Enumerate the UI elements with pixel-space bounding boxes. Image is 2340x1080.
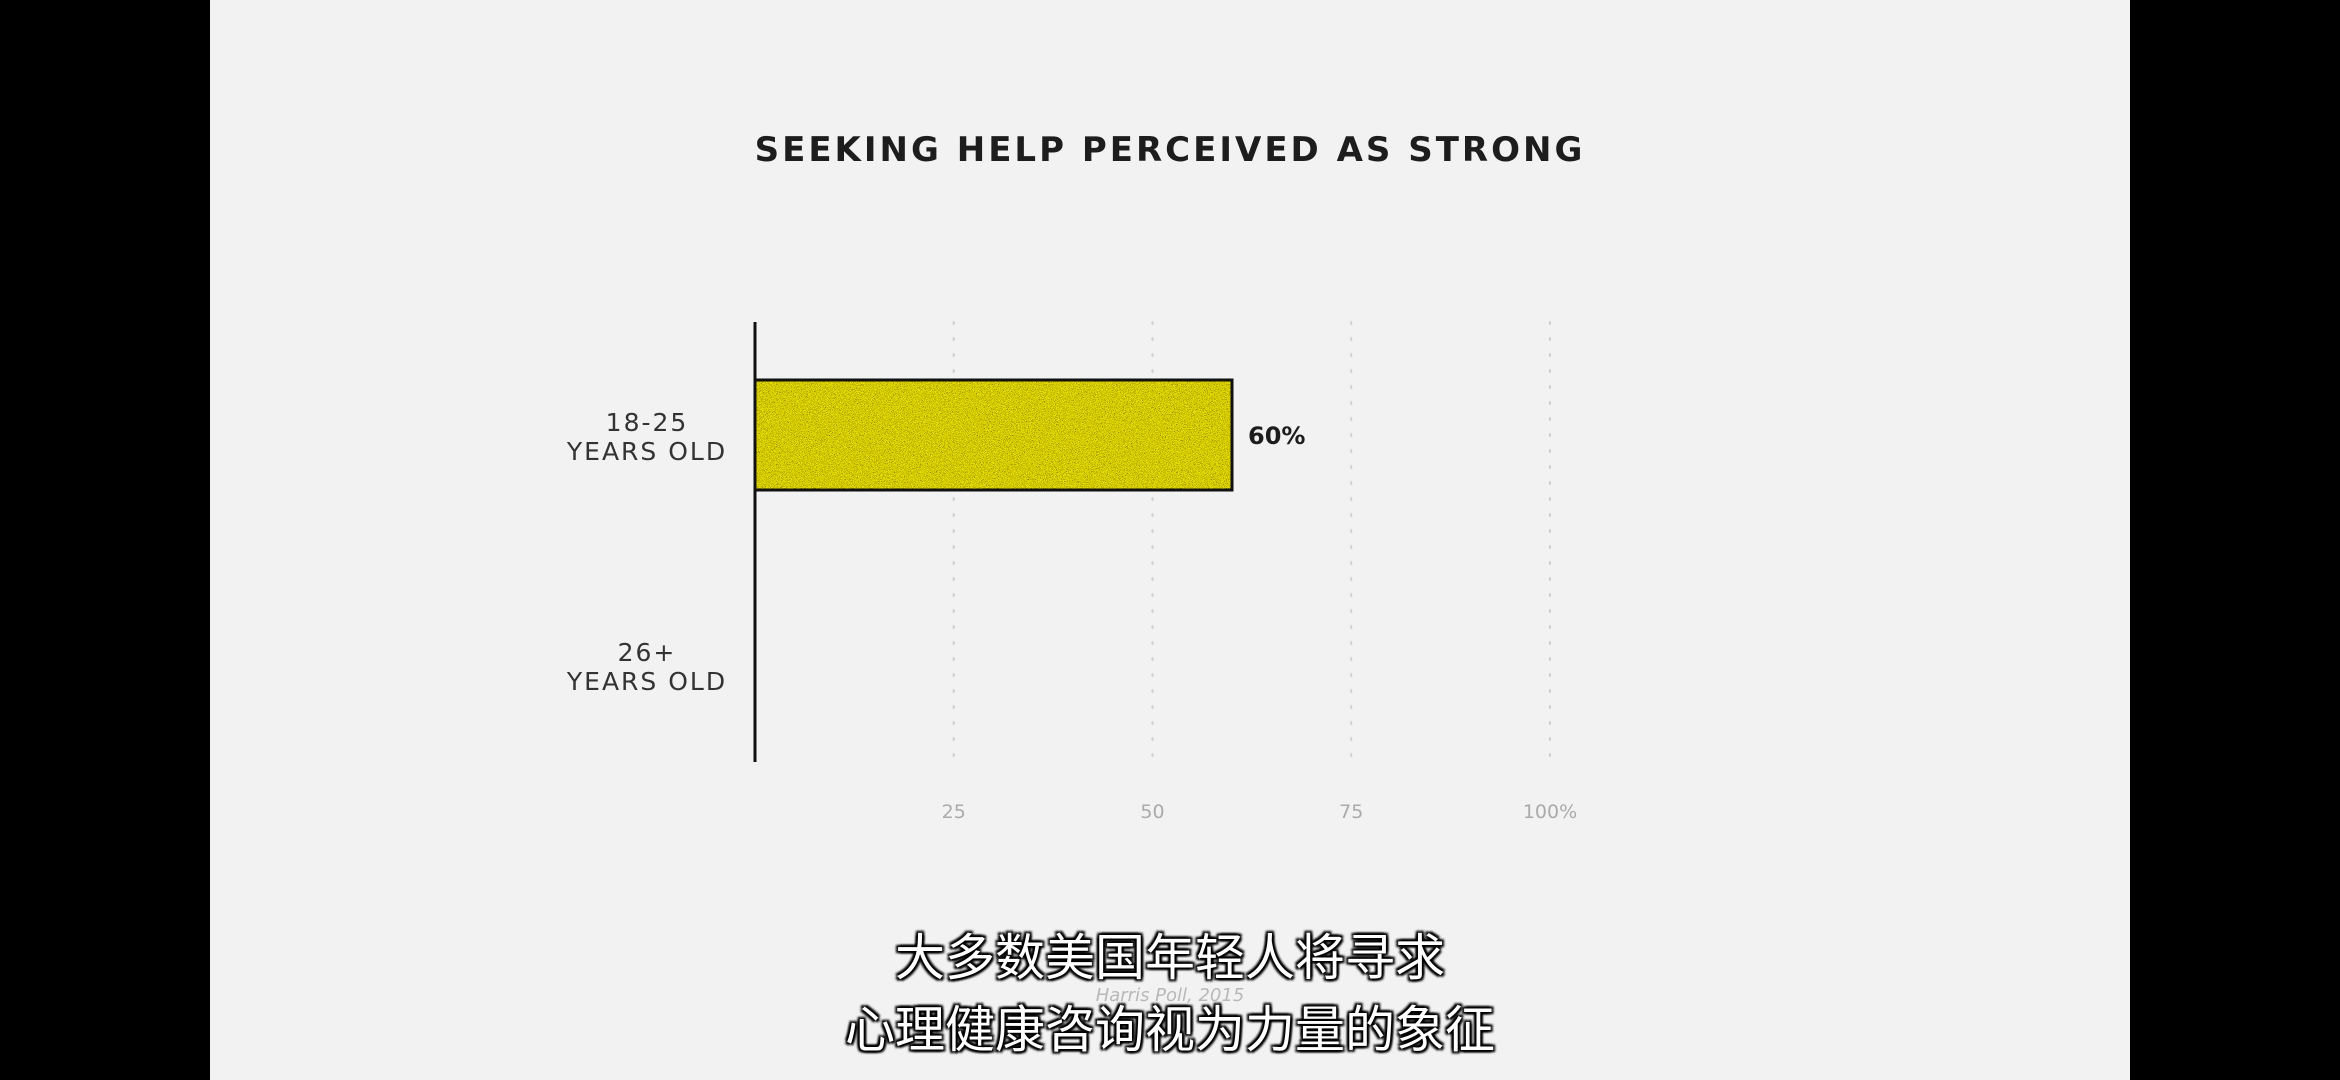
data-label: 60% <box>1248 422 1305 450</box>
video-frame: SEEKING HELP PERCEIVED AS STRONG 25 50 75 1… <box>210 0 2130 1080</box>
subtitle-line-1: 大多数美国年轻人将寻求 <box>895 929 1445 987</box>
x-tick-label: 25 <box>942 801 966 823</box>
category-label: 18-25 YEARS OLD <box>566 408 727 466</box>
bar <box>755 380 1232 490</box>
x-tick-label: 100% <box>1523 801 1577 823</box>
source-note: Harris Poll, 2015 <box>1095 985 1245 1006</box>
category-label: 26+ YEARS OLD <box>566 638 727 696</box>
subtitle-block: 大多数美国年轻人将寻求 心理健康咨询视为力量的象征 <box>210 922 2130 1066</box>
x-tick-label: 50 <box>1140 801 1164 823</box>
subtitle-line-2: 心理健康咨询视为力量的象征 <box>845 1001 1495 1059</box>
x-tick-label: 75 <box>1339 801 1363 823</box>
chart-title: SEEKING HELP PERCEIVED AS STRONG <box>754 130 1586 170</box>
bar-chart: 25 50 75 100% 60% 18-25 YEARS OLD 26+ YEARS OLD <box>566 321 1577 823</box>
